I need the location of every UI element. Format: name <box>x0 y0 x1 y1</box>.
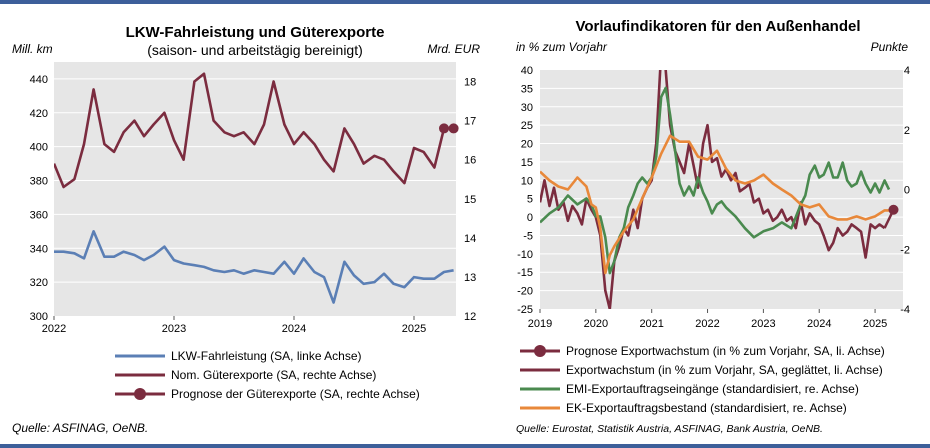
y-right-tick-label: -4 <box>900 304 910 316</box>
right-plot-area <box>540 70 903 309</box>
y-left-tick-label: 400 <box>30 142 48 154</box>
series-line <box>540 70 886 309</box>
left-chart-source: Quelle: ASFINAG, OeNB. <box>12 421 148 435</box>
x-tick-label: 2021 <box>639 318 663 330</box>
x-tick-label: 2024 <box>807 318 831 330</box>
y-left-tick-label: 30 <box>521 102 533 114</box>
legend-label: EMI-Exportauftragseingänge (standardisie… <box>566 382 859 396</box>
y-left-tick-label: 420 <box>30 108 48 120</box>
legend-marker <box>134 388 146 400</box>
y-left-tick-label: 10 <box>521 175 533 187</box>
y-left-tick-label: -15 <box>517 267 533 279</box>
y-right-tick-label: 14 <box>464 233 476 245</box>
legend-label: EK-Exportauftragsbestand (standardisiert… <box>566 401 847 415</box>
top-border <box>0 0 930 4</box>
x-tick-label: 2022 <box>42 323 66 335</box>
left-chart-subtitle: (saison- und arbeitstägig bereinigt) <box>147 42 363 58</box>
y-left-tick-label: -5 <box>523 230 533 242</box>
forecast-point <box>439 123 449 134</box>
series-line <box>540 86 891 275</box>
legend-label: Prognose der Güterexporte (SA, rechte Ac… <box>171 387 420 401</box>
y-right-tick-label: 2 <box>904 125 910 137</box>
y-right-tick-label: 0 <box>904 185 910 197</box>
y-left-tick-label: 5 <box>527 194 533 206</box>
series-line <box>54 230 454 304</box>
y-left-tick-label: 320 <box>30 277 48 289</box>
right-chart: Vorlaufindikatoren für den Außenhandel i… <box>516 18 910 435</box>
x-tick-label: 2023 <box>162 323 186 335</box>
y-left-tick-label: 440 <box>30 74 48 86</box>
right-chart-source: Quelle: Eurostat, Statistik Austria, ASF… <box>516 423 823 435</box>
left-chart-right-unit: Mrd. EUR <box>427 42 480 56</box>
right-chart-right-unit: Punkte <box>871 40 909 54</box>
x-tick-label: 2022 <box>695 318 719 330</box>
y-right-tick-label: 15 <box>464 194 476 206</box>
left-chart: LKW-Fahrleistung und Güterexporte (saiso… <box>12 24 480 435</box>
y-right-tick-label: 4 <box>904 65 910 77</box>
y-left-tick-label: 15 <box>521 157 533 169</box>
right-chart-left-unit: in % zum Vorjahr <box>516 40 608 54</box>
legend-label: Nom. Güterexporte (SA, rechte Achse) <box>171 368 376 382</box>
series-line <box>54 72 446 189</box>
y-right-tick-label: 13 <box>464 272 476 284</box>
y-right-tick-label: -2 <box>900 244 910 256</box>
x-tick-label: 2019 <box>528 318 552 330</box>
x-tick-label: 2020 <box>584 318 608 330</box>
legend-label: Exportwachstum (in % zum Vorjahr, SA, ge… <box>566 363 883 377</box>
forecast-point <box>888 204 899 215</box>
y-left-tick-label: 40 <box>521 65 533 77</box>
x-tick-label: 2024 <box>282 323 306 335</box>
y-left-tick-label: 35 <box>521 83 533 95</box>
left-plot-area <box>54 62 456 316</box>
y-left-tick-label: 300 <box>30 311 48 323</box>
y-left-tick-label: 340 <box>30 243 48 255</box>
x-tick-label: 2023 <box>751 318 775 330</box>
left-chart-title: LKW-Fahrleistung und Güterexporte <box>126 24 385 41</box>
x-tick-label: 2025 <box>863 318 887 330</box>
left-chart-left-unit: Mill. km <box>12 42 53 56</box>
bottom-border <box>0 444 930 448</box>
forecast-point <box>448 123 459 134</box>
y-right-tick-label: 12 <box>464 311 476 323</box>
y-left-tick-label: 380 <box>30 176 48 188</box>
y-right-tick-label: 18 <box>464 77 476 89</box>
y-left-tick-label: -20 <box>517 286 533 298</box>
legend-label: LKW-Fahrleistung (SA, linke Achse) <box>171 349 362 363</box>
y-right-tick-label: 16 <box>464 155 476 167</box>
right-chart-title: Vorlaufindikatoren für den Außenhandel <box>575 18 860 35</box>
series-line <box>540 134 894 275</box>
legend-label: Prognose Exportwachstum (in % zum Vorjah… <box>566 344 885 358</box>
legend-marker <box>534 345 546 357</box>
x-tick-label: 2025 <box>402 323 426 335</box>
y-left-tick-label: -25 <box>517 304 533 316</box>
y-left-tick-label: 20 <box>521 139 533 151</box>
y-left-tick-label: -10 <box>517 249 533 261</box>
y-right-tick-label: 17 <box>464 116 476 128</box>
y-left-tick-label: 360 <box>30 209 48 221</box>
y-left-tick-label: 0 <box>527 212 533 224</box>
y-left-tick-label: 25 <box>521 120 533 132</box>
